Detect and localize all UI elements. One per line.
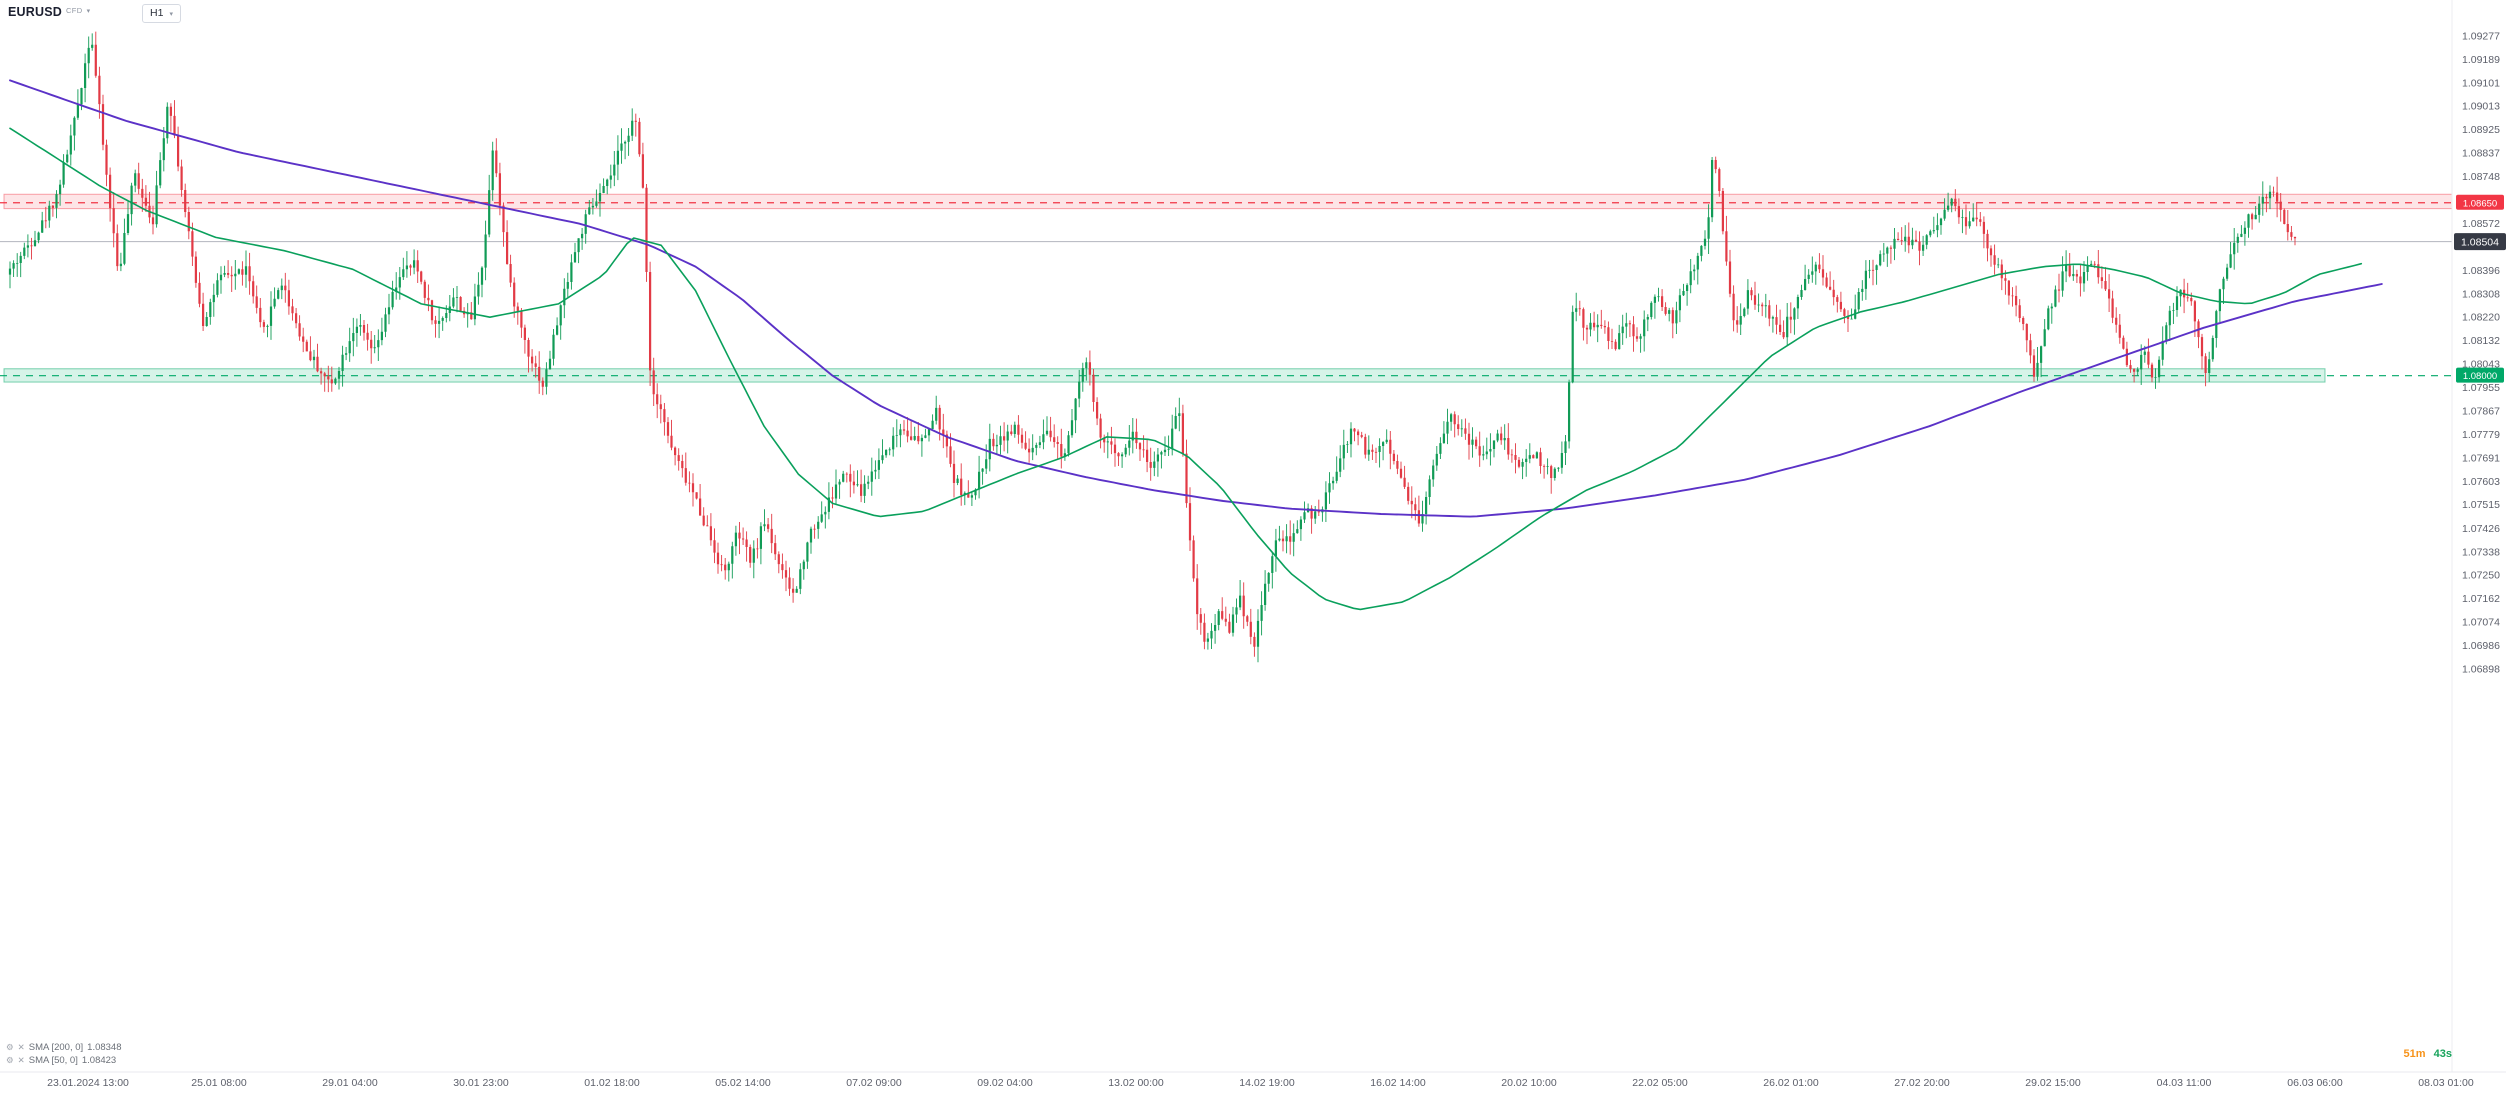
time-tick-label: 01.02 18:00 — [584, 1077, 640, 1089]
badge-label: 1.08000 — [2463, 371, 2497, 382]
badge-bg — [2454, 233, 2506, 251]
chevron-down-icon: ▾ — [86, 8, 91, 15]
indicator-settings-icon[interactable]: ⚙ — [6, 1055, 14, 1066]
price-tick-label: 1.08308 — [2462, 288, 2500, 300]
time-axis[interactable]: 23.01.2024 13:00 25.01 08:00 29.01 04:00 30… — [0, 1071, 2506, 1089]
badge-bg — [2456, 194, 2504, 210]
time-tick-label: 16.02 14:00 — [1370, 1077, 1426, 1089]
indicator-remove-icon[interactable]: ✕ — [17, 1055, 25, 1066]
indicator-label: SMA [200, 0] — [28, 1042, 84, 1053]
indicator-value: 1.08423 — [81, 1055, 117, 1066]
price-tick-label: 1.07955 — [2462, 382, 2500, 394]
time-tick-label: 25.01 08:00 — [191, 1077, 247, 1089]
resistance-price-badge: 1.08650 — [2456, 194, 2504, 210]
symbol-selector[interactable]: EURUSD CFD ▾ — [8, 5, 90, 19]
indicator-row-sma50[interactable]: ⚙ ✕ SMA [50, 0] 1.08423 — [6, 1054, 122, 1067]
price-tick-label: 1.08925 — [2462, 124, 2500, 136]
timeframe-label: H1 — [150, 7, 164, 19]
indicator-row-sma200[interactable]: ⚙ ✕ SMA [200, 0] 1.08348 — [6, 1041, 122, 1054]
price-tick-label: 1.06986 — [2462, 640, 2500, 652]
price-tick-label: 1.07603 — [2462, 476, 2500, 488]
time-tick-label: 08.03 01:00 — [2418, 1077, 2474, 1089]
candlestick-series — [8, 31, 2297, 663]
price-tick-label: 1.08837 — [2462, 148, 2500, 160]
time-tick-label: 14.02 19:00 — [1239, 1077, 1295, 1089]
badge-label: 1.08650 — [2463, 198, 2497, 209]
price-tick-label: 1.06898 — [2462, 663, 2500, 675]
indicator-value: 1.08348 — [87, 1042, 122, 1053]
time-tick-label: 29.02 15:00 — [2025, 1077, 2081, 1089]
time-tick-label: 04.03 11:00 — [2157, 1077, 2212, 1089]
session-countdown: 51m 43s — [2404, 1048, 2452, 1060]
price-tick-label: 1.08572 — [2462, 218, 2500, 230]
time-tick-label: 23.01.2024 13:00 — [47, 1077, 129, 1089]
time-tick-label: 30.01 23:00 — [453, 1077, 509, 1089]
price-tick-label: 1.08132 — [2462, 335, 2500, 347]
price-tick-label: 1.07779 — [2462, 429, 2500, 441]
time-tick-label: 20.02 10:00 — [1501, 1077, 1557, 1089]
price-axis[interactable]: 1.09277 1.09189 1.09101 1.09013 1.08925 1.088… — [2451, 0, 2500, 1072]
badge-label: 1.08504 — [2461, 236, 2499, 248]
badge-bg — [2456, 367, 2504, 383]
time-tick-label: 26.02 01:00 — [1763, 1077, 1819, 1089]
timeframe-selector[interactable]: H1 ▾ — [142, 4, 181, 23]
price-tick-label: 1.09101 — [2462, 77, 2500, 89]
indicator-legend: ⚙ ✕ SMA [200, 0] 1.08348 ⚙ ✕ SMA [50, 0]… — [6, 1041, 122, 1067]
time-tick-label: 07.02 09:00 — [846, 1077, 902, 1089]
up-candle-bodies — [8, 44, 2272, 647]
indicator-label: SMA [50, 0] — [28, 1055, 78, 1066]
time-tick-label: 09.02 04:00 — [977, 1077, 1033, 1089]
time-tick-label: 05.02 14:00 — [715, 1077, 771, 1089]
countdown-minutes: 51m — [2403, 1048, 2426, 1060]
time-tick-label: 27.02 20:00 — [1894, 1077, 1950, 1089]
price-tick-label: 1.09013 — [2462, 101, 2500, 113]
price-tick-label: 1.07162 — [2462, 593, 2500, 605]
indicator-settings-icon[interactable]: ⚙ — [6, 1042, 14, 1053]
price-tick-label: 1.08396 — [2462, 265, 2500, 277]
price-tick-label: 1.09277 — [2462, 31, 2500, 43]
price-tick-label: 1.07338 — [2462, 546, 2500, 558]
support-price-badge: 1.08000 — [2456, 367, 2504, 383]
chevron-down-icon: ▾ — [169, 10, 173, 18]
price-tick-label: 1.08220 — [2462, 312, 2500, 324]
resistance-zone[interactable] — [3, 193, 2453, 210]
time-tick-label: 29.01 04:00 — [322, 1077, 378, 1089]
price-tick-label: 1.07867 — [2462, 406, 2500, 418]
sma-200-line[interactable] — [9, 79, 2383, 518]
price-tick-label: 1.07691 — [2462, 452, 2500, 464]
price-tick-label: 1.09189 — [2462, 54, 2500, 66]
down-candle-bodies — [30, 44, 2297, 647]
instrument-type-label: CFD — [65, 6, 83, 15]
time-tick-label: 06.03 06:00 — [2287, 1077, 2343, 1089]
support-zone[interactable] — [3, 368, 2326, 383]
price-tick-label: 1.07250 — [2462, 570, 2500, 582]
indicator-remove-icon[interactable]: ✕ — [17, 1042, 25, 1053]
time-tick-label: 22.02 05:00 — [1632, 1077, 1688, 1089]
price-tick-label: 1.07426 — [2462, 523, 2500, 535]
time-tick-label: 13.02 00:00 — [1108, 1077, 1164, 1089]
price-tick-label: 1.07074 — [2462, 616, 2500, 628]
level-zones[interactable] — [0, 193, 2480, 383]
symbol-label: EURUSD — [8, 5, 62, 19]
price-tick-label: 1.07515 — [2462, 499, 2500, 511]
sma-50-line[interactable] — [9, 127, 2363, 611]
price-tick-label: 1.08748 — [2462, 171, 2500, 183]
countdown-seconds: 43s — [2433, 1048, 2452, 1060]
current-price-badge: 1.08504 — [2454, 233, 2506, 251]
